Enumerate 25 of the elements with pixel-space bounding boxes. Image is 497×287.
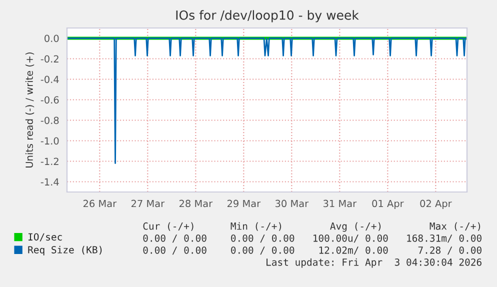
- x-tick-label: 26 Mar: [83, 200, 117, 208]
- y-tick-label: -0.2: [40, 55, 58, 63]
- y-tick-label: -0.8: [40, 116, 59, 124]
- x-tick-label: 31 Mar: [324, 200, 357, 208]
- y-tick-label: -1.2: [40, 158, 58, 165]
- x-tick-label: 01 Apr: [372, 200, 404, 210]
- x-tick-label: 30 Mar: [276, 200, 309, 208]
- y-tick-label: -1.4: [40, 178, 59, 186]
- y-tick-label: -0.4: [40, 76, 59, 84]
- y-tick-label: 0.0: [44, 34, 59, 42]
- line-series: [67, 38, 467, 164]
- text: 0.00 / 0.00 0.00 / 0.00 12.02m/ 0.00 7.28 / 0.00: [143, 246, 482, 255]
- x-tick-label: 29 Mar: [227, 200, 261, 208]
- y-tick-label: -1.0: [40, 137, 59, 145]
- chart-title: IOs for /dev/loop10 - by week: [176, 10, 359, 22]
- legend-label: IO/sec: [28, 233, 62, 242]
- x-tick-label: 28 Mar: [179, 200, 213, 208]
- text: Last update: Fri Apr 3 04:30:04 2026: [266, 258, 482, 268]
- y-axis-title: Units read (-) / write (+): [25, 52, 34, 168]
- text: 0.00 / 0.00 0.00 / 0.00 100.00u/ 0.00 168.31m/ 0.00: [143, 234, 482, 243]
- legend-label: Req Size (KB): [28, 246, 102, 256]
- x-tick-label: 27 Mar: [131, 200, 165, 208]
- text: Cur (-/+) Min (-/+) Avg (-/+) Max (-/+): [143, 222, 480, 232]
- x-tick-label: 02 Apr: [420, 200, 452, 210]
- y-tick-label: -0.6: [40, 96, 59, 104]
